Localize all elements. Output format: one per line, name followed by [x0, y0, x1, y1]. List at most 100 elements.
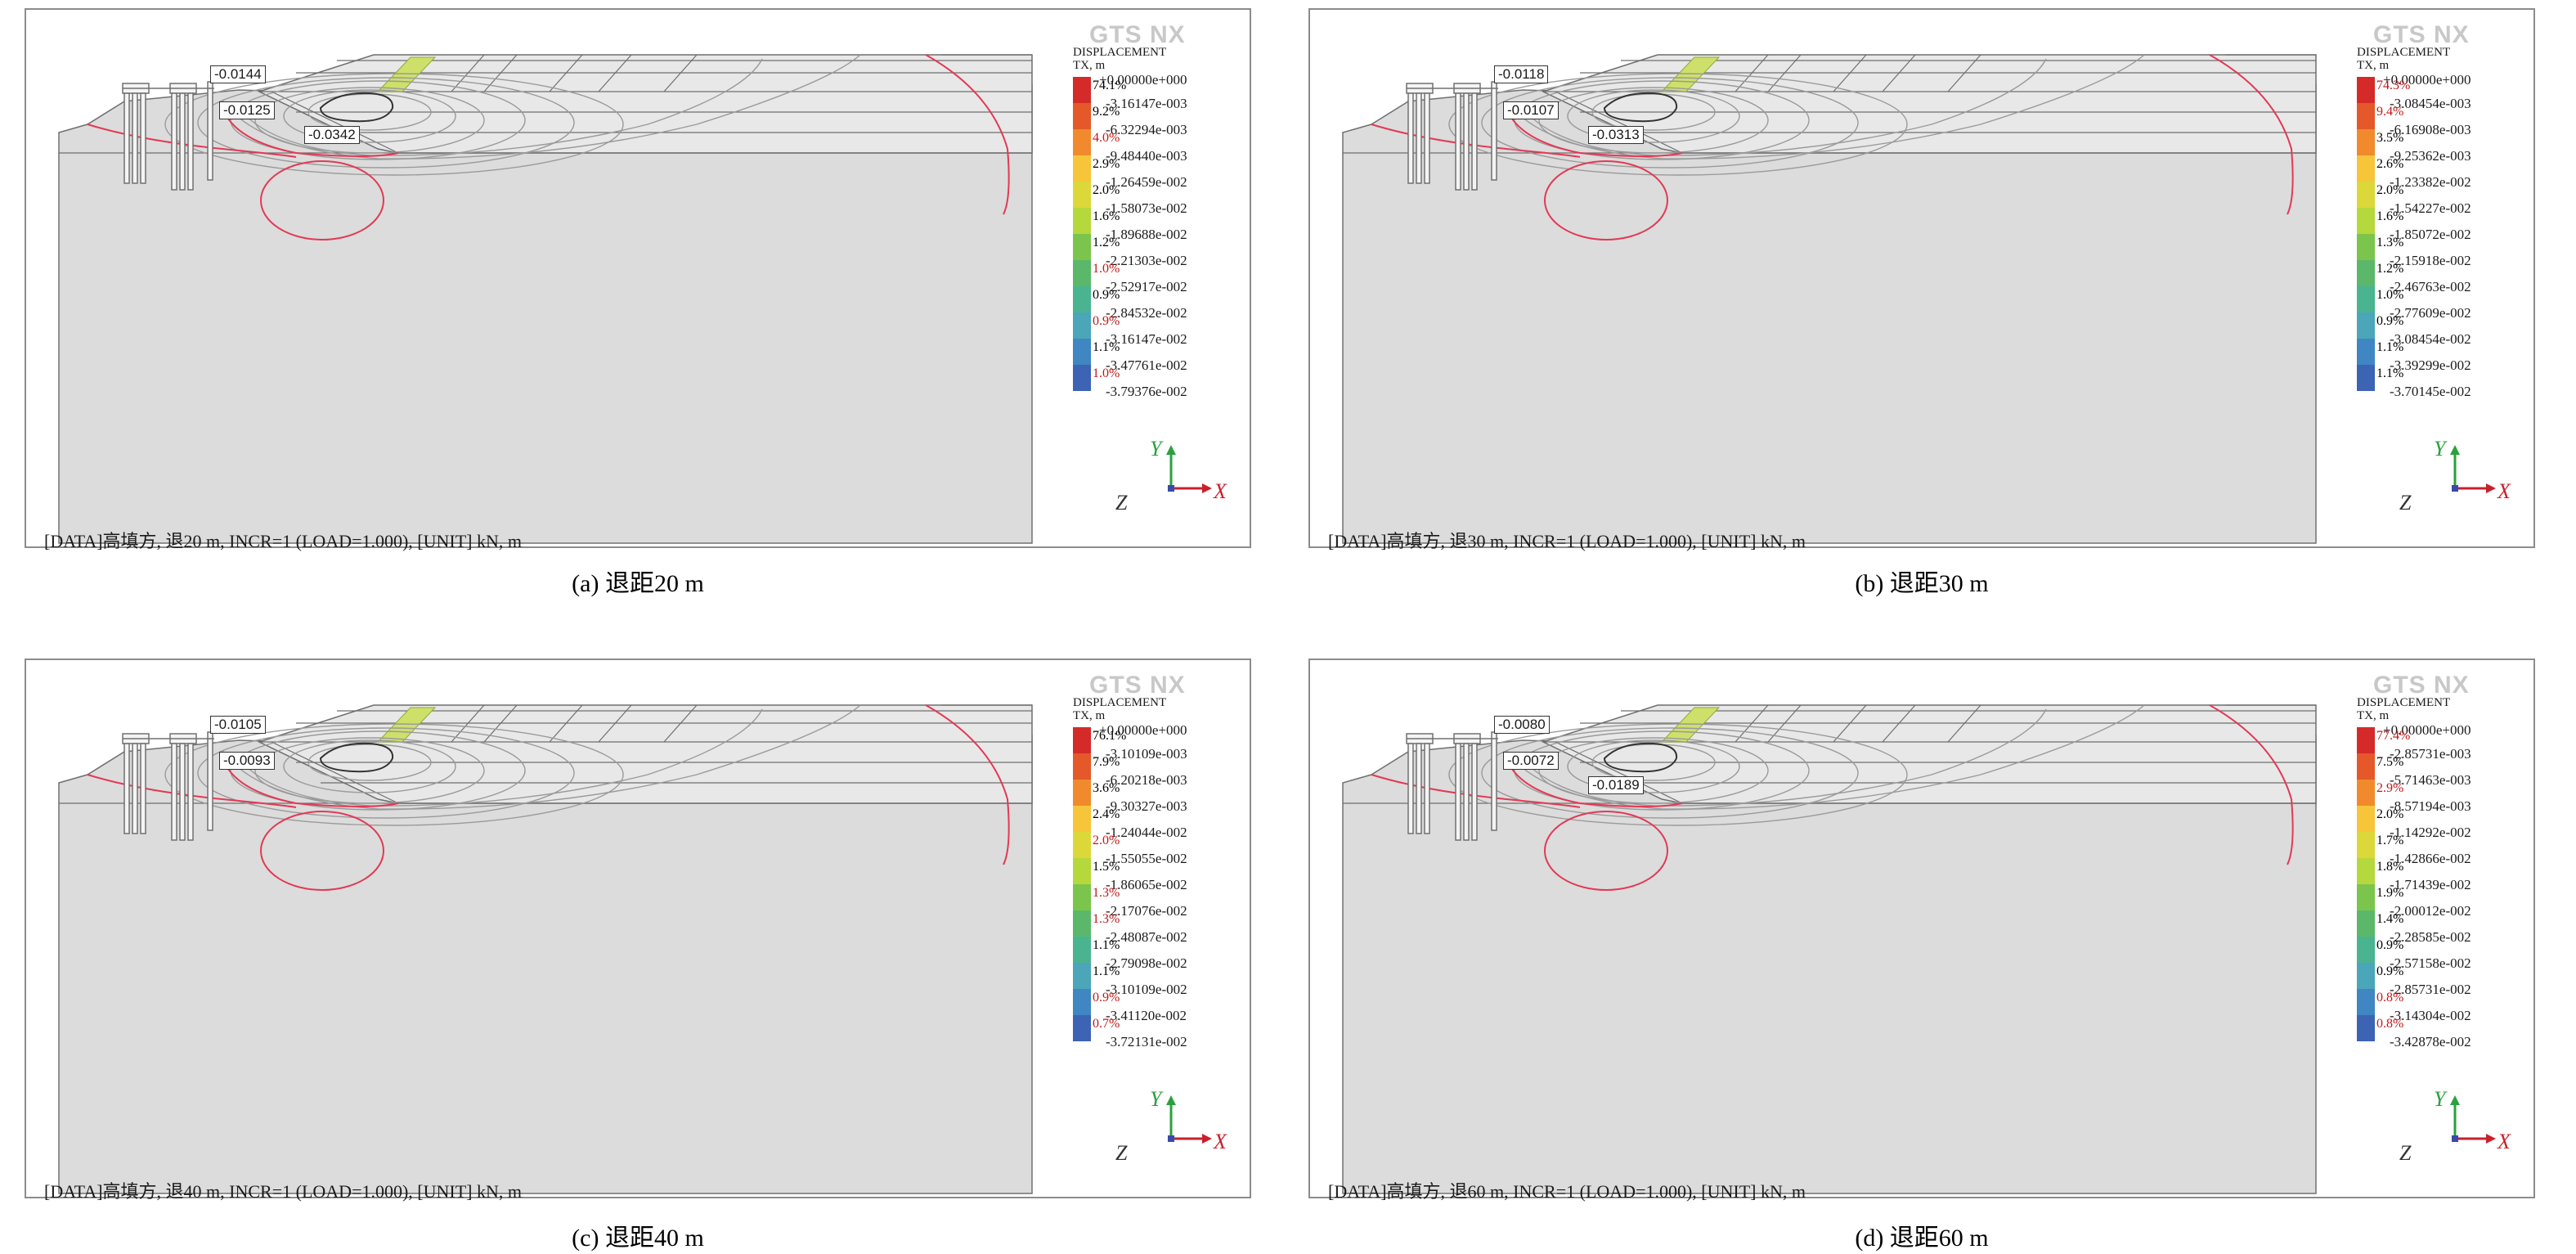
legend-value: -1.26459e-002 — [1106, 174, 1187, 190]
legend-value: -6.16908e-003 — [2390, 122, 2471, 137]
legend-swatch — [1073, 286, 1091, 312]
legend-row: 9.2% -6.32294e-003 — [1073, 103, 1253, 137]
legend-swatch — [1073, 832, 1091, 858]
legend-title-line1: DISPLACEMENT — [1073, 696, 1167, 709]
legend-row: 77.4% -2.85731e-003 — [2357, 727, 2537, 762]
legend-value: -2.77609e-002 — [2390, 305, 2471, 321]
legend-value: -3.16147e-003 — [1106, 96, 1187, 111]
legend-row: 1.3% -2.17076e-002 — [1073, 884, 1253, 919]
legend-percent: 0.7% — [1093, 1017, 1120, 1031]
legend-title: DISPLACEMENT TX, m — [1073, 696, 1166, 722]
legend-swatch — [2357, 234, 2375, 260]
legend-value: -1.23382e-002 — [2390, 174, 2471, 190]
max-displacement-label: -0.0105 — [210, 716, 266, 734]
legend-percent: 1.2% — [1093, 236, 1120, 249]
legend-percent: 1.4% — [2376, 912, 2404, 926]
legend-percent: 0.9% — [2376, 314, 2404, 328]
legend-swatch — [2357, 129, 2375, 155]
legend-value: -1.24044e-002 — [1106, 825, 1187, 840]
legend-row: 2.6% -1.23382e-002 — [2357, 155, 2537, 190]
legend-row: 3.5% -9.25362e-003 — [2357, 129, 2537, 164]
legend-value: -2.28585e-002 — [2390, 929, 2471, 945]
legend-percent: 3.6% — [1093, 781, 1120, 795]
legend-row: 0.9% -2.84532e-002 — [1073, 286, 1253, 321]
displacement-band — [1660, 56, 1721, 92]
legend-value: -5.71463e-003 — [2390, 772, 2471, 788]
legend-value: -2.21303e-002 — [1106, 253, 1187, 268]
legend-swatch — [1073, 910, 1091, 937]
legend-row: 0.7% -3.72131e-002 — [1073, 1015, 1253, 1049]
legend-percent: 0.9% — [1093, 314, 1120, 328]
legend-value: -9.25362e-003 — [2390, 148, 2471, 164]
legend-percent: 1.3% — [1093, 886, 1120, 900]
legend-row: 2.0% -1.58073e-002 — [1073, 182, 1253, 216]
legend-swatch — [2357, 103, 2375, 129]
legend-top-value: +0.00000e+000 — [1099, 72, 1187, 88]
fill-embankment — [1541, 54, 2317, 154]
pile-displacement-label: -0.0093 — [219, 752, 275, 770]
legend-percent: 74.3% — [2376, 79, 2411, 92]
legend-percent: 0.9% — [2376, 938, 2404, 952]
legend-row: 1.0% -2.77609e-002 — [2357, 286, 2537, 321]
legend-row: 2.9% -8.57194e-003 — [2357, 780, 2537, 814]
axis-z-label: Z — [1115, 491, 1128, 515]
legend-row: 1.5% -1.86065e-002 — [1073, 858, 1253, 892]
legend-percent: 4.0% — [1093, 131, 1120, 145]
legend-percent: 0.9% — [1093, 288, 1120, 302]
red-contours — [87, 54, 1010, 240]
legend-swatch — [1073, 727, 1091, 753]
legend-swatch — [2357, 1015, 2375, 1041]
legend-swatch — [2357, 182, 2375, 208]
legend-value: -1.89688e-002 — [1106, 227, 1187, 242]
legend-value: -1.86065e-002 — [1106, 877, 1187, 892]
legend-percent: 1.5% — [1093, 860, 1120, 874]
gts-nx-logo: GTS NX — [1089, 21, 1186, 48]
legend-row: 7.5% -5.71463e-003 — [2357, 753, 2537, 788]
legend-swatch — [1073, 806, 1091, 832]
result-panel: -0.0118 -0.0107 -0.0313 GTS NX DISPLACEM… — [1308, 8, 2537, 551]
legend-swatch — [1073, 103, 1091, 129]
axis-z-label: Z — [2399, 491, 2412, 515]
legend-row: 2.0% -1.54227e-002 — [2357, 182, 2537, 216]
legend-swatch — [2357, 989, 2375, 1015]
legend-percent: 2.0% — [2376, 807, 2404, 821]
legend-value: -2.17076e-002 — [1106, 903, 1187, 919]
legend-swatch — [2357, 77, 2375, 103]
legend-value: -2.15918e-002 — [2390, 253, 2471, 268]
axis-z-label: Z — [2399, 1141, 2412, 1165]
legend-swatch — [2357, 260, 2375, 286]
panel-caption: (d) 退距60 m — [1855, 1225, 1989, 1252]
legend-row: 2.4% -1.24044e-002 — [1073, 806, 1253, 840]
legend-value: -1.55055e-002 — [1106, 851, 1187, 866]
legend-percent: 0.8% — [2376, 1017, 2404, 1031]
soil-body — [1342, 735, 2317, 1194]
legend-percent: 7.5% — [2376, 755, 2404, 769]
legend-swatch — [1073, 234, 1091, 260]
legend-value: -1.85072e-002 — [2390, 227, 2471, 242]
displacement-band — [376, 56, 437, 92]
legend-value: -2.00012e-002 — [2390, 903, 2471, 919]
legend-value: -2.52917e-002 — [1106, 279, 1187, 294]
legend-swatch — [2357, 155, 2375, 182]
max-displacement-label: -0.0144 — [210, 65, 266, 83]
legend-value: -1.71439e-002 — [2390, 877, 2471, 892]
legend-title-line2: TX, m — [1073, 59, 1106, 72]
core-displacement-label: -0.0189 — [1588, 776, 1644, 794]
legend-title-line1: DISPLACEMENT — [2357, 696, 2451, 709]
legend-row: 1.6% -1.85072e-002 — [2357, 208, 2537, 242]
legend-row: 1.3% -2.15918e-002 — [2357, 234, 2537, 268]
axis-x-label: X — [1214, 479, 1227, 503]
legend-swatch — [1073, 339, 1091, 365]
axis-y-label: Y — [1150, 1087, 1162, 1111]
legend-value: -9.48440e-003 — [1106, 148, 1187, 164]
legend-row: 0.8% -3.42878e-002 — [2357, 1015, 2537, 1049]
result-panel: -0.0144 -0.0125 -0.0342 GTS NX DISPLACEM… — [25, 8, 1253, 551]
legend-row: 1.1% -3.10109e-002 — [1073, 963, 1253, 997]
legend-row: 2.0% -1.14292e-002 — [2357, 806, 2537, 840]
panel-caption: (b) 退距30 m — [1855, 570, 1989, 597]
axis-x-label: X — [2497, 479, 2511, 503]
legend-swatch — [2357, 806, 2375, 832]
legend-row: 0.9% -3.08454e-002 — [2357, 312, 2537, 347]
max-displacement-label: -0.0080 — [1494, 716, 1550, 734]
legend-swatch — [1073, 963, 1091, 989]
